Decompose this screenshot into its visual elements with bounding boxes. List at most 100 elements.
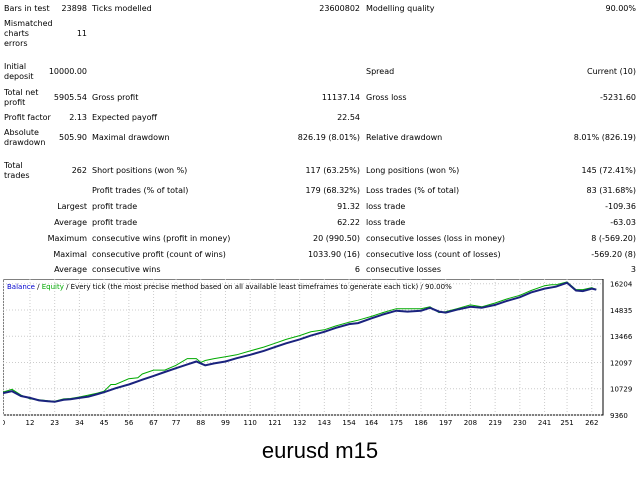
balance-equity-chart: 0 12 23 34 45 56 67 77 88 99 110 121 132 143 154 164 175… xyxy=(3,279,637,431)
short-positions-value: 117 (63.25%) xyxy=(305,166,360,175)
average-consecutive-wins-value: 6 xyxy=(354,265,360,274)
average-loss-label: loss trade xyxy=(366,218,406,227)
maximum-losses-label: consecutive losses (loss in money) xyxy=(366,234,506,243)
total-trades-label-2: trades xyxy=(4,171,30,180)
initial-deposit-label-2: deposit xyxy=(4,72,34,81)
balance-line xyxy=(3,281,597,403)
average-label: Average xyxy=(54,218,87,227)
ticks-modelled-value: 23600802 xyxy=(319,4,360,13)
average-loss-value: -63.03 xyxy=(610,218,636,227)
loss-trades-value: 83 (31.68%) xyxy=(586,186,636,195)
maximum-losses-value: 8 (-569.20) xyxy=(591,234,636,243)
x-tick-label: 197 xyxy=(439,419,452,427)
x-tick-label: 208 xyxy=(464,419,477,427)
y-tick-label: 9360 xyxy=(610,412,628,420)
absolute-drawdown-label-2: drawdown xyxy=(4,138,46,147)
legend-description: / Every tick (the most precise method ba… xyxy=(64,283,452,291)
relative-drawdown-label: Relative drawdown xyxy=(366,133,443,142)
relative-drawdown-value: 8.01% (826.19) xyxy=(573,133,636,142)
x-tick-label: 143 xyxy=(318,419,331,427)
chart-caption: eurusd m15 xyxy=(261,438,379,463)
x-tick-label: 110 xyxy=(244,419,257,427)
ticks-modelled-label: Ticks modelled xyxy=(92,4,152,13)
average-consecutive-label: Average xyxy=(54,265,87,274)
profit-trades-value: 179 (68.32%) xyxy=(305,186,360,195)
x-tick-label: 251 xyxy=(560,419,573,427)
x-tick-label: 77 xyxy=(172,419,181,427)
mismatched-label-1: Mismatched xyxy=(4,19,53,28)
bars-in-test-value: 23898 xyxy=(61,4,87,13)
x-tick-label: 88 xyxy=(196,419,205,427)
maximal-loss-value: -569.20 (8) xyxy=(591,250,636,259)
x-tick-label: 219 xyxy=(488,419,501,427)
y-tick-label: 14835 xyxy=(610,307,632,315)
gross-loss-value: -5231.60 xyxy=(600,93,636,102)
legend-separator: / xyxy=(35,283,42,291)
gross-loss-label: Gross loss xyxy=(366,93,407,102)
largest-label: Largest xyxy=(57,202,87,211)
average-consecutive-wins-label: consecutive wins xyxy=(92,265,161,274)
average-consecutive-losses-label: consecutive losses xyxy=(366,265,442,274)
total-trades-value: 262 xyxy=(71,166,87,175)
maximal-profit-value: 1033.90 (16) xyxy=(307,250,360,259)
total-net-profit-label-2: profit xyxy=(4,98,26,107)
x-tick-label: 121 xyxy=(268,419,281,427)
maximum-wins-label: consecutive wins (profit in money) xyxy=(92,234,231,243)
x-tick-label: 34 xyxy=(75,419,84,427)
loss-trades-label: Loss trades (% of total) xyxy=(366,186,460,195)
y-tick-label: 13466 xyxy=(610,333,633,341)
largest-loss-value: -109.36 xyxy=(605,202,636,211)
spread-value: Current (10) xyxy=(586,67,636,76)
chart-header: Balance / Equity / Every tick (the most … xyxy=(7,283,452,291)
x-tick-label: 67 xyxy=(149,419,158,427)
average-profit-label: profit trade xyxy=(92,218,138,227)
x-tick-label: 23 xyxy=(50,419,59,427)
y-tick-label: 10729 xyxy=(610,386,632,394)
x-tick-label: 164 xyxy=(365,419,379,427)
x-tick-label: 132 xyxy=(293,419,306,427)
x-tick-label: 99 xyxy=(221,419,230,427)
average-consecutive-losses-value: 3 xyxy=(630,265,636,274)
legend-equity: Equity xyxy=(42,283,64,291)
spread-label: Spread xyxy=(366,67,395,76)
total-net-profit-label-1: Total net xyxy=(4,88,39,97)
long-positions-value: 145 (72.41%) xyxy=(581,166,636,175)
profit-trades-label: Profit trades (% of total) xyxy=(92,186,189,195)
modelling-quality-label: Modelling quality xyxy=(366,4,435,13)
x-tick-label: 175 xyxy=(390,419,403,427)
total-trades-label-1: Total xyxy=(4,161,23,170)
absolute-drawdown-label-1: Absolute xyxy=(4,128,39,137)
initial-deposit-value: 10000.00 xyxy=(48,67,87,76)
test-report: Bars in test 23898 Ticks modelled 236008… xyxy=(4,4,636,274)
x-tick-label: 12 xyxy=(26,419,35,427)
y-tick-label: 12097 xyxy=(610,359,632,367)
y-tick-label: 16204 xyxy=(610,281,633,289)
total-net-profit-value: 5905.54 xyxy=(53,93,87,102)
mismatched-label-3: errors xyxy=(4,39,28,48)
expected-payoff-label: Expected payoff xyxy=(92,113,157,122)
maximal-loss-label: consecutive loss (count of losses) xyxy=(366,250,501,259)
maximal-profit-label: consecutive profit (count of wins) xyxy=(92,250,226,259)
x-tick-label: 186 xyxy=(414,419,428,427)
long-positions-label: Long positions (won %) xyxy=(366,166,460,175)
bars-in-test-label: Bars in test xyxy=(4,4,50,13)
equity-line xyxy=(3,281,597,402)
largest-loss-label: loss trade xyxy=(366,202,406,211)
chart-svg: 0 12 23 34 45 56 67 77 88 99 110 121 132 143 154 164 175… xyxy=(3,279,633,427)
initial-deposit-label-1: Initial xyxy=(4,62,27,71)
short-positions-label: Short positions (won %) xyxy=(92,166,188,175)
gross-profit-value: 11137.14 xyxy=(321,93,360,102)
x-tick-label: 241 xyxy=(538,419,551,427)
maximal-drawdown-label: Maximal drawdown xyxy=(92,133,170,142)
average-profit-value: 62.22 xyxy=(337,218,360,227)
absolute-drawdown-value: 505.90 xyxy=(59,133,87,142)
largest-profit-value: 91.32 xyxy=(337,202,360,211)
x-tick-label: 56 xyxy=(124,419,133,427)
mismatched-label-2: charts xyxy=(4,29,29,38)
gross-profit-label: Gross profit xyxy=(92,93,139,102)
maximal-drawdown-value: 826.19 (8.01%) xyxy=(297,133,360,142)
maximum-wins-value: 20 (990.50) xyxy=(313,234,360,243)
largest-profit-label: profit trade xyxy=(92,202,138,211)
x-tick-label: 154 xyxy=(342,419,356,427)
profit-factor-value: 2.13 xyxy=(69,113,87,122)
